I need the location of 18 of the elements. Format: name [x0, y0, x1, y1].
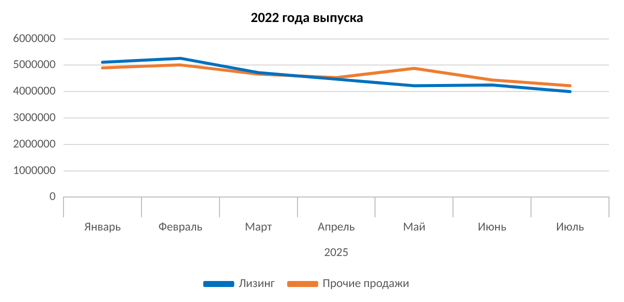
- legend-label: Прочие продажи: [322, 277, 410, 291]
- y-tick-label: 3000000: [12, 111, 56, 125]
- y-tick-label: 0: [49, 190, 56, 204]
- x-tick-label: Январь: [84, 220, 122, 234]
- x-tick-label: Март: [244, 220, 272, 234]
- x-tick-label: Май: [402, 220, 426, 234]
- y-tick-label: 4000000: [12, 84, 56, 99]
- x-tick-label: Апрель: [318, 220, 356, 234]
- legend-label: Лизинг: [238, 277, 276, 291]
- chart-title: 2022 года выпуска: [250, 8, 364, 26]
- y-tick-label: 2000000: [12, 137, 56, 152]
- y-tick-label: 1000000: [12, 164, 56, 178]
- y-tick-label: 6000000: [12, 32, 56, 46]
- x-axis-title: 2025: [324, 246, 348, 260]
- y-tick-label: 5000000: [12, 58, 56, 72]
- x-tick-label: Июнь: [478, 220, 507, 234]
- x-tick-label: Февраль: [158, 220, 203, 234]
- x-tick-label: Июль: [556, 220, 584, 234]
